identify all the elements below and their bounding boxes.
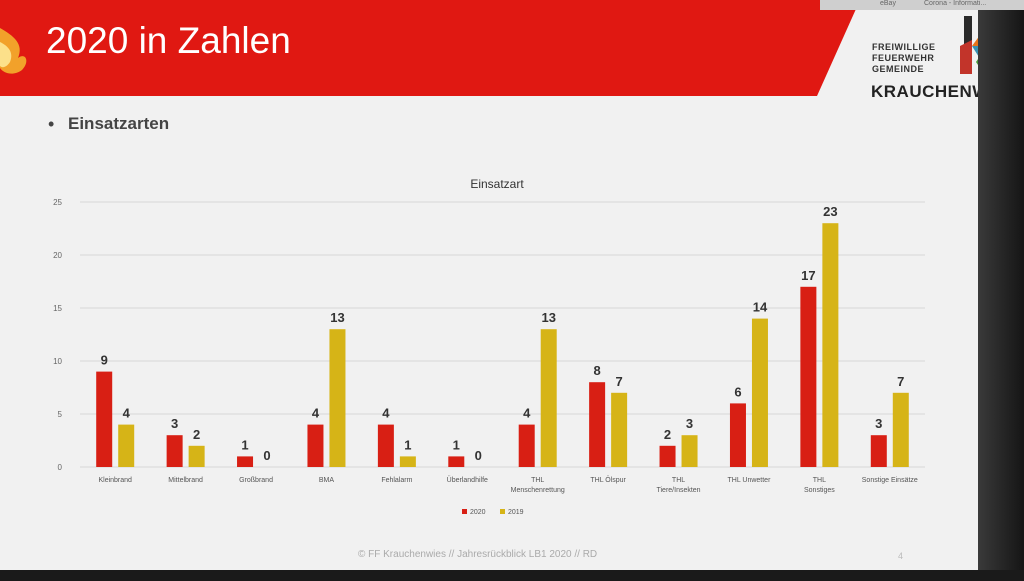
bar-2019 [329,329,346,467]
bar-2019 [681,435,698,467]
data-label: 1 [241,437,248,452]
data-label: 4 [523,406,531,421]
data-label: 0 [475,448,482,463]
legend-label: 2020 [470,509,486,516]
page-title: 2020 in Zahlen [46,20,291,61]
bar-2020 [800,286,817,467]
legend-swatch-2019 [500,509,505,514]
y-tick-label: 10 [53,357,62,366]
y-axis-ticks: 0 5 10 15 20 25 [53,198,62,472]
bar-2020 [870,435,887,467]
chart-gridlines [80,201,925,468]
data-label: 1 [404,437,411,452]
legend-label: 2019 [508,509,524,516]
data-label: 7 [897,374,904,389]
monitor-bezel [978,0,1024,581]
flame-icon [0,28,27,74]
monitor-bezel-bottom [0,570,1024,581]
x-category-label: Mittelbrand [168,477,203,484]
y-tick-label: 25 [53,198,62,207]
logo-line3: GEMEINDE [872,64,925,74]
chart-legend: 2020 2019 [462,509,524,516]
bar-2019 [540,329,557,467]
taskbar-item[interactable]: eBay [880,0,896,7]
logo-line1: FREIWILLIGE [872,42,936,52]
bar-2020 [166,435,183,467]
bar-2019 [399,456,416,467]
data-label: 3 [875,416,882,431]
x-category-label: Kleinbrand [98,477,132,484]
data-label: 17 [801,268,815,283]
bar-2020 [377,424,394,467]
x-category-label: Fehlalarm [381,477,412,484]
data-label: 4 [123,406,131,421]
y-tick-label: 15 [53,304,62,313]
slide-footer: © FF Krauchenwies // Jahresrückblick LB1… [358,549,598,560]
data-label: 2 [664,427,671,442]
data-label: 6 [734,384,741,399]
x-category-label: Sonstiges [804,487,835,494]
bar-2019 [188,445,205,467]
data-label: 4 [312,406,320,421]
x-category-label: Großbrand [239,477,273,484]
data-label: 3 [171,416,178,431]
chart-title: Einsatzart [470,177,524,191]
bar-2020 [448,456,465,467]
bar-2020 [96,371,113,467]
bar-2020 [659,445,676,467]
data-label: 14 [753,300,768,315]
x-category-label: THL Unwetter [727,477,771,484]
logo-name: KRAUCHENWIES [871,82,1000,101]
data-label: 2 [193,427,200,442]
data-label: 9 [101,353,108,368]
bar-2019 [118,424,135,467]
x-category-label: THL [813,477,826,484]
x-category-label: Überlandhilfe [447,476,488,484]
bullet-dot: • [48,114,55,134]
data-label: 23 [823,204,837,219]
x-category-label: THL Ölspur [590,476,626,484]
x-category-label: Menschenrettung [511,487,565,494]
legend-swatch-2020 [462,509,467,514]
y-tick-label: 20 [53,251,62,260]
logo-line2: FEUERWEHR [872,53,935,63]
data-label: 0 [263,448,270,463]
bar-2019 [892,392,909,467]
data-label: 7 [616,374,623,389]
bar-2019 [611,392,628,467]
bullet-heading: Einsatzarten [68,114,170,133]
y-tick-label: 5 [58,410,63,419]
data-label: 8 [594,363,601,378]
bar-2020 [589,382,606,467]
bar-2020 [729,403,746,467]
x-axis-labels: Kleinbrand Mittelbrand Großbrand BMA Fehlala… [98,476,917,494]
data-label: 13 [541,310,555,325]
page-number: 4 [898,551,904,561]
data-label: 4 [382,406,390,421]
data-label: 1 [453,437,460,452]
x-category-label: Tiere/Insekten [656,487,700,494]
taskbar: eBay Corona - Informati... [820,0,1024,10]
bar-2019 [822,223,839,467]
chart-bars [96,223,909,467]
bar-2020 [518,424,535,467]
data-label: 3 [686,416,693,431]
x-category-label: Sonstige Einsätze [862,477,918,484]
data-label: 13 [330,310,344,325]
x-category-label: THL [531,477,544,484]
bar-2020 [237,456,254,467]
header-band [0,0,860,96]
bar-2020 [307,424,324,467]
taskbar-item[interactable]: Corona - Informati... [924,0,987,7]
x-category-label: THL [672,477,685,484]
y-tick-label: 0 [58,463,63,472]
bar-2019 [751,318,768,467]
x-category-label: BMA [319,477,335,484]
slide: 2020 in Zahlen FREIWILLIGE FEUERWEHR GEM… [0,0,1000,572]
